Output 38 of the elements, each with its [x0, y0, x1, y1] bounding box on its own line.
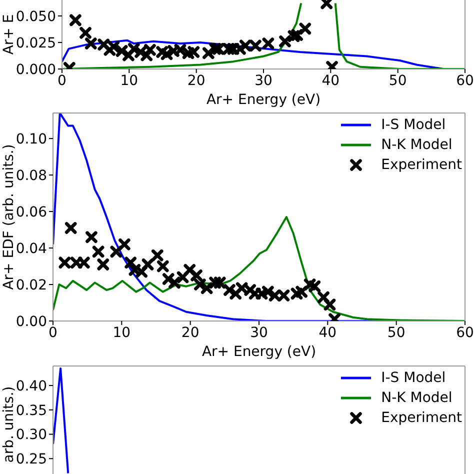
y-tick-label: 0.025	[16, 35, 56, 52]
x-tick-label: 30	[254, 72, 272, 89]
y-tick-label: 0.04	[16, 240, 48, 257]
x-tick-label: 20	[187, 72, 206, 89]
x-tick-label: 10	[112, 324, 131, 341]
y-tick-label: 0.000	[16, 62, 56, 78]
legend-label: N-K Model	[381, 136, 452, 155]
x-tick-label: 20	[181, 324, 200, 341]
x-axis-title: Ar+ Energy (eV)	[206, 92, 321, 108]
legend-label: I-S Model	[381, 369, 446, 388]
x-tick-label: 0	[48, 324, 58, 341]
y-tick-label: 0.050	[16, 8, 56, 25]
x-tick-label: 60	[456, 324, 474, 341]
x-tick-label: 50	[388, 72, 407, 89]
x-tick-label: 40	[322, 72, 340, 89]
y-axis-title: arb. units.)	[0, 386, 17, 463]
x-tick-label: 30	[250, 324, 268, 341]
y-tick-label: 0.00	[16, 314, 47, 330]
y-tick-label: 0.40	[16, 378, 47, 394]
y-tick-label: 0.02	[16, 277, 47, 294]
y-axis-title: Ar+ EDF (arb. units.)	[0, 144, 17, 290]
y-axis-title: Ar+ E	[0, 14, 17, 55]
legend-label: Experiment	[381, 156, 462, 175]
legend-label: N-K Model	[381, 389, 452, 408]
y-tick-label: 0.30	[16, 427, 47, 444]
y-tick-label: 0.10	[16, 132, 47, 148]
y-tick-label: 0.08	[16, 168, 47, 184]
x-tick-label: 60	[456, 72, 474, 89]
x-axis-title: Ar+ Energy (eV)	[202, 344, 316, 360]
x-tick-label: 10	[120, 72, 138, 89]
legend-label: I-S Model	[381, 116, 446, 135]
x-tick-label: 0	[58, 72, 66, 89]
y-tick-label: 0.35	[16, 402, 47, 419]
x-tick-label: 50	[387, 324, 406, 341]
y-tick-label: 0.06	[16, 204, 48, 220]
y-tick-label: 0.25	[16, 452, 47, 468]
legend-label: Experiment	[381, 409, 462, 428]
x-tick-label: 40	[318, 324, 337, 341]
